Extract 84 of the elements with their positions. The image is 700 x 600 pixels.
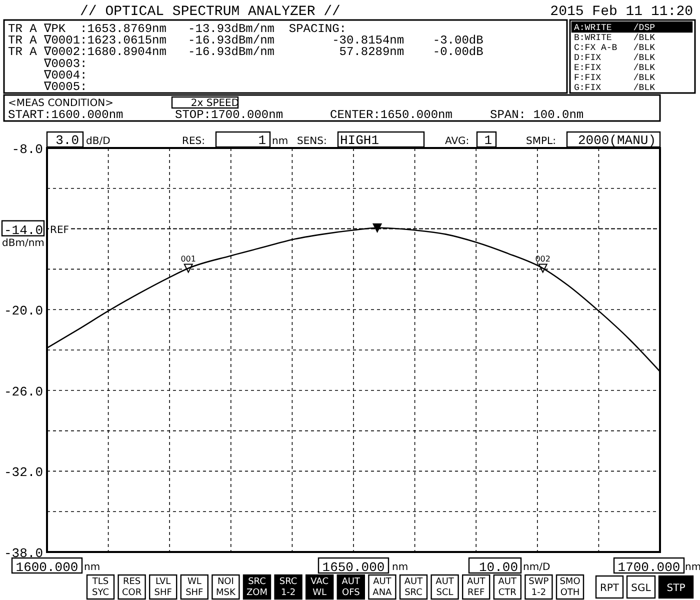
- ref-line-label: REF: [50, 224, 70, 236]
- y-tick-label: -14.0: [4, 222, 43, 238]
- text: STOP:1700.000nm: [175, 108, 284, 122]
- text: nm: [392, 562, 408, 573]
- text: B:WRITE /BLK: [574, 33, 656, 43]
- text: ∇0003:: [8, 56, 88, 71]
- text: OTH: [560, 588, 580, 598]
- text: nm: [272, 136, 288, 147]
- text: TR A ∇0002:1680.8904nm -16.93dBm/nm 57.8289nm -0.00dB: [8, 45, 484, 60]
- text: COR: [122, 588, 142, 598]
- text: 10.00: [478, 560, 518, 575]
- text: VAC: [310, 577, 329, 587]
- text: <MEAS CONDITION>: [8, 98, 114, 109]
- text: SWP: [528, 577, 550, 587]
- text: AUT: [373, 577, 392, 587]
- text: SHF: [154, 588, 172, 598]
- text: START:1600.000nm: [8, 108, 124, 122]
- text: LVL: [156, 577, 171, 587]
- text: WL: [187, 577, 202, 587]
- text: WL: [312, 588, 327, 598]
- text: SHF: [186, 588, 204, 598]
- text: SYC: [92, 588, 110, 598]
- text: STP: [666, 583, 686, 594]
- text: 1-2: [280, 588, 296, 598]
- text: SMO: [560, 577, 580, 587]
- text: ∇0004:: [8, 68, 88, 82]
- text: SPAN: 100.0nm: [490, 108, 584, 122]
- text: dB/D: [86, 136, 111, 147]
- text: SRC: [248, 577, 266, 587]
- chart-title: // OPTICAL SPECTRUM ANALYZER //: [80, 4, 340, 20]
- text: AUT: [436, 577, 454, 587]
- x-tick-label: 1700.000: [618, 560, 680, 575]
- y-tick-label: -32.0: [4, 465, 43, 480]
- text: RES:: [182, 136, 205, 147]
- text: CENTER:1650.000nm: [330, 108, 452, 122]
- annotation: 1: [484, 133, 492, 148]
- text: AUT: [498, 577, 518, 587]
- text: nm: [685, 562, 700, 573]
- text: SMPL:: [526, 136, 556, 147]
- annotation: HIGH1: [340, 133, 380, 148]
- text: CTR: [498, 588, 516, 598]
- text: nm/D: [523, 562, 550, 573]
- text: nm: [84, 562, 100, 573]
- text: AUT: [342, 577, 361, 587]
- x-tick-label: 1650.000: [322, 560, 385, 575]
- annotation: 002: [535, 254, 550, 264]
- text: RPT: [600, 583, 620, 594]
- text: MSK: [216, 588, 236, 598]
- text: ∇0005:: [8, 80, 88, 94]
- text: SRC: [404, 588, 422, 598]
- text: SGL: [631, 583, 652, 594]
- text: ANA: [372, 588, 393, 598]
- text: G:FIX /BLK: [574, 83, 656, 93]
- annotation: 2000(MANU): [578, 133, 656, 148]
- annotation: 001: [180, 254, 196, 264]
- text: AVG:: [445, 136, 470, 147]
- text: SCL: [436, 588, 454, 598]
- y-axis-title: dBm/nm: [2, 238, 44, 249]
- y-tick-label: -38.0: [4, 546, 43, 561]
- text: RES: [122, 577, 141, 587]
- annotation: 3.0: [56, 133, 79, 148]
- text: F:FIX /BLK: [574, 73, 656, 83]
- y-tick-label: -26.0: [4, 384, 43, 400]
- text: E:FIX /BLK: [574, 63, 656, 73]
- text: SRC: [279, 577, 298, 587]
- annotation: 1: [258, 133, 266, 148]
- text: 2x SPEED: [190, 98, 240, 109]
- y-tick-label: -20.0: [4, 304, 43, 319]
- x-tick-label: 1600.000: [16, 560, 78, 575]
- text: AUT: [466, 577, 486, 587]
- text: NOI: [217, 577, 234, 587]
- text: TLS: [91, 577, 109, 587]
- text: OFS: [342, 588, 360, 598]
- text: REF: [468, 588, 485, 598]
- text: ZOM: [246, 588, 268, 598]
- text: A:WRITE /DSP: [574, 23, 656, 33]
- text: TR A ∇PK :1653.8769nm -13.93dBm/nm SPACING:: [8, 22, 346, 36]
- y-tick-label: -8.0: [12, 142, 43, 157]
- text: D:FIX /BLK: [574, 53, 656, 63]
- text: C:FX A-B /BLK: [574, 43, 656, 53]
- text: 1-2: [531, 588, 546, 598]
- text: 2015 Feb 11 11:20: [550, 4, 693, 20]
- text: SENS:: [297, 136, 327, 147]
- text: AUT: [404, 577, 424, 587]
